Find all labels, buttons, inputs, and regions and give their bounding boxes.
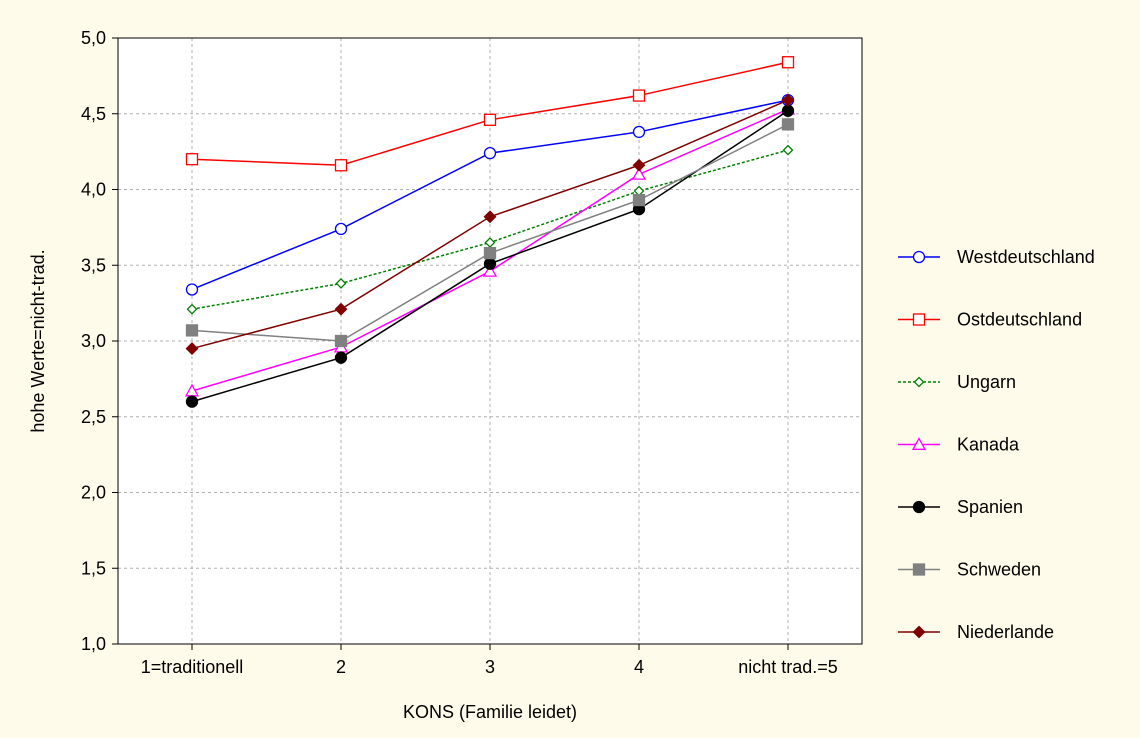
series-niederlande bbox=[185, 93, 795, 355]
series-ungarn bbox=[186, 144, 794, 315]
circle-filled-marker bbox=[781, 104, 795, 117]
legend-item: Ostdeutschland bbox=[898, 310, 1082, 330]
y-tick-label: 4,0 bbox=[81, 180, 106, 200]
diamond-filled-marker bbox=[483, 210, 497, 224]
diamond-open-marker bbox=[186, 303, 198, 315]
y-axis-label: hohe Werte=nicht-trad. bbox=[28, 249, 48, 432]
triangle-open-marker bbox=[482, 263, 498, 277]
y-tick-label: 2,0 bbox=[81, 483, 106, 503]
square-filled-marker bbox=[334, 334, 348, 348]
x-tick-label: 3 bbox=[485, 657, 495, 677]
square-filled-marker bbox=[781, 118, 795, 131]
y-tick-label: 3,5 bbox=[81, 255, 106, 275]
x-axis-label: KONS (Familie leidet) bbox=[403, 702, 577, 722]
circle-open-marker bbox=[912, 250, 926, 264]
x-tick-label: nicht trad.=5 bbox=[738, 657, 838, 677]
square-open-marker bbox=[632, 89, 646, 102]
y-tick-label: 1,5 bbox=[81, 558, 106, 578]
x-tick-label: 1=traditionell bbox=[141, 657, 244, 677]
square-filled-marker bbox=[632, 193, 646, 207]
circle-filled-marker bbox=[912, 500, 926, 514]
diamond-filled-marker bbox=[632, 158, 646, 172]
square-open-marker bbox=[185, 153, 199, 166]
legend-item: Niederlande bbox=[898, 622, 1054, 642]
legend-item: Ungarn bbox=[898, 372, 1016, 392]
y-tick-label: 1,0 bbox=[81, 634, 106, 654]
x-tick-label: 4 bbox=[634, 657, 644, 677]
circle-open-marker bbox=[185, 283, 199, 296]
diamond-open-marker bbox=[335, 278, 347, 289]
series-ostdeutschland bbox=[185, 56, 795, 172]
circle-filled-marker bbox=[334, 351, 348, 364]
diamond-filled-marker bbox=[334, 302, 348, 316]
legend-item: Spanien bbox=[898, 497, 1023, 517]
legend-item: Westdeutschland bbox=[898, 247, 1095, 267]
circle-open-marker bbox=[483, 146, 497, 160]
square-open-marker bbox=[483, 113, 497, 126]
triangle-open-marker bbox=[911, 437, 927, 450]
legend-item: Kanada bbox=[898, 435, 1020, 455]
legend-label: Kanada bbox=[957, 435, 1020, 455]
legend-label: Schweden bbox=[957, 560, 1041, 580]
circle-filled-marker bbox=[483, 257, 497, 270]
diamond-filled-marker bbox=[781, 93, 795, 107]
y-tick-label: 3,0 bbox=[81, 331, 106, 351]
legend-label: Westdeutschland bbox=[957, 247, 1095, 267]
circle-open-marker bbox=[334, 222, 348, 236]
square-filled-marker bbox=[912, 563, 926, 576]
series-spanien bbox=[185, 104, 795, 408]
diamond-filled-marker bbox=[185, 342, 199, 355]
y-tick-label: 5,0 bbox=[81, 28, 106, 48]
series-group bbox=[184, 56, 796, 408]
series-schweden bbox=[185, 118, 795, 348]
diamond-open-marker bbox=[913, 376, 925, 388]
y-tick-label: 4,5 bbox=[81, 104, 106, 124]
square-open-marker bbox=[781, 56, 795, 69]
axis-ticks: 1,0 1,5 2,0 2,5 3,0 3,5 4,0 4,5 5,0 1=traditionel… bbox=[81, 28, 838, 677]
legend: Westdeutschland Ostdeutschland Ungarn Kanad… bbox=[898, 247, 1095, 642]
diamond-filled-marker bbox=[912, 625, 926, 639]
circle-open-marker bbox=[632, 125, 646, 139]
y-tick-label: 2,5 bbox=[81, 407, 106, 427]
circle-filled-marker bbox=[185, 395, 199, 408]
legend-label: Ungarn bbox=[957, 372, 1016, 392]
legend-label: Niederlande bbox=[957, 622, 1054, 642]
triangle-open-marker bbox=[631, 167, 647, 180]
legend-label: Spanien bbox=[957, 497, 1023, 517]
legend-item: Schweden bbox=[898, 560, 1041, 580]
diamond-open-marker bbox=[782, 144, 794, 156]
square-open-marker bbox=[334, 159, 348, 172]
square-filled-marker bbox=[483, 246, 497, 260]
square-open-marker bbox=[912, 313, 926, 326]
square-filled-marker bbox=[185, 324, 199, 337]
legend-label: Ostdeutschland bbox=[957, 310, 1082, 330]
x-tick-label: 2 bbox=[336, 657, 346, 677]
